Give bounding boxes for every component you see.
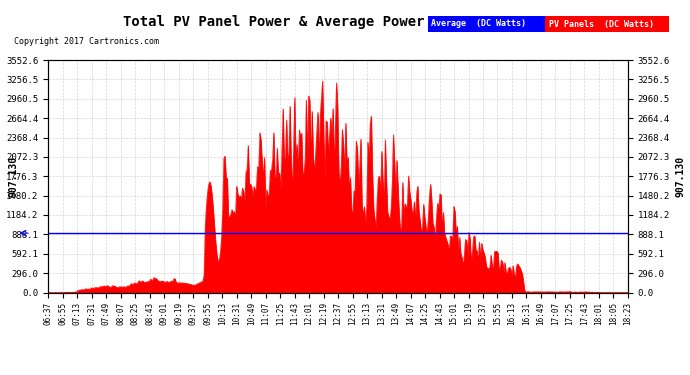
Text: Copyright 2017 Cartronics.com: Copyright 2017 Cartronics.com (14, 38, 159, 46)
Text: 907.130: 907.130 (675, 156, 685, 197)
Text: Average  (DC Watts): Average (DC Watts) (431, 20, 526, 28)
Text: 907.130: 907.130 (8, 156, 19, 197)
Text: Total PV Panel Power & Average Power Tue Sep 26 18:35: Total PV Panel Power & Average Power Tue… (123, 15, 567, 29)
Text: PV Panels  (DC Watts): PV Panels (DC Watts) (549, 20, 653, 28)
